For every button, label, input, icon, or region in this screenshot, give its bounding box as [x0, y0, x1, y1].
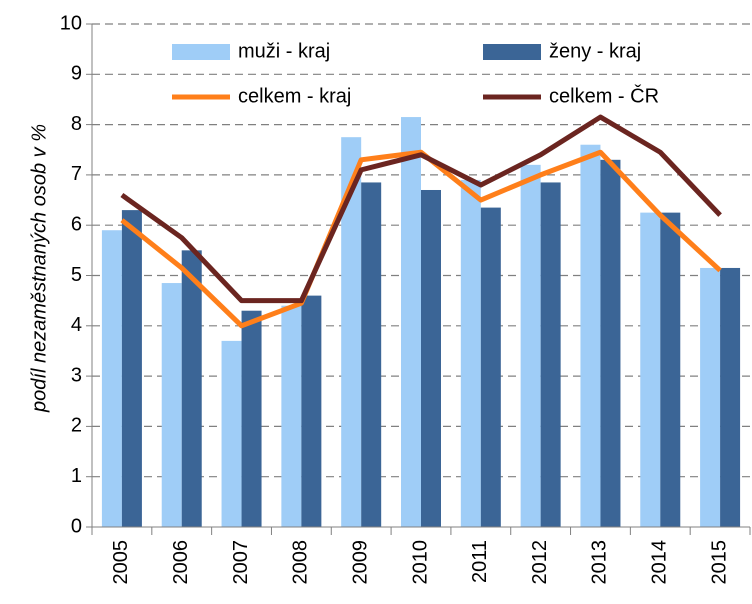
line [120, 149, 722, 329]
bar [520, 164, 541, 527]
bar [121, 210, 142, 528]
y-tick-label: 7 [71, 163, 82, 185]
x-tick-label: 2005 [110, 540, 132, 585]
x-tick-label: 2011 [469, 540, 491, 583]
bar [421, 189, 441, 528]
y-tick-label: 9 [71, 63, 82, 85]
bar [401, 117, 421, 528]
x-tick-label: 2009 [349, 540, 371, 585]
x-tick-label: 2010 [409, 540, 431, 585]
bar [301, 295, 322, 527]
bar [101, 230, 122, 528]
legend-swatch [172, 44, 230, 60]
bar [221, 340, 242, 527]
y-tick-label: 4 [71, 314, 82, 336]
bar [241, 310, 262, 527]
y-tick-label: 5 [71, 264, 82, 286]
legend-label: celkem - kraj [238, 85, 351, 107]
bar [161, 283, 182, 527]
bar [640, 212, 661, 527]
bar [341, 137, 362, 528]
bar [281, 305, 302, 527]
y-tick-label: 6 [71, 213, 82, 235]
y-tick-label: 2 [71, 415, 82, 437]
bar [480, 207, 501, 527]
bar [540, 182, 561, 527]
x-tick-label: 2013 [589, 540, 611, 585]
y-tick-label: 1 [71, 465, 82, 487]
bar [600, 159, 621, 527]
x-tick-label: 2007 [230, 540, 252, 585]
y-tick-label: 10 [60, 12, 82, 34]
legend-label: celkem - ČR [549, 84, 659, 107]
y-tick-label: 3 [71, 364, 82, 386]
y-axis-label: podíl nezaměstnaných osob v % [28, 124, 50, 413]
bar [460, 179, 481, 527]
bar [720, 267, 741, 527]
bar [181, 250, 202, 527]
y-tick-label: 8 [71, 113, 82, 135]
bar [660, 212, 681, 527]
x-tick-label: 2008 [290, 540, 312, 585]
x-tick-label: 2012 [529, 540, 551, 585]
bar [700, 267, 721, 527]
legend-label: muži - kraj [238, 40, 330, 62]
bar [580, 144, 601, 527]
y-tick-label: 0 [71, 515, 82, 537]
bar [361, 182, 382, 527]
x-tick-label: 2014 [649, 540, 671, 585]
legend-label: ženy - kraj [549, 40, 641, 62]
legend-swatch [483, 44, 541, 60]
line [120, 114, 722, 304]
x-tick-label: 2015 [708, 540, 730, 585]
x-tick-label: 2006 [170, 540, 192, 585]
